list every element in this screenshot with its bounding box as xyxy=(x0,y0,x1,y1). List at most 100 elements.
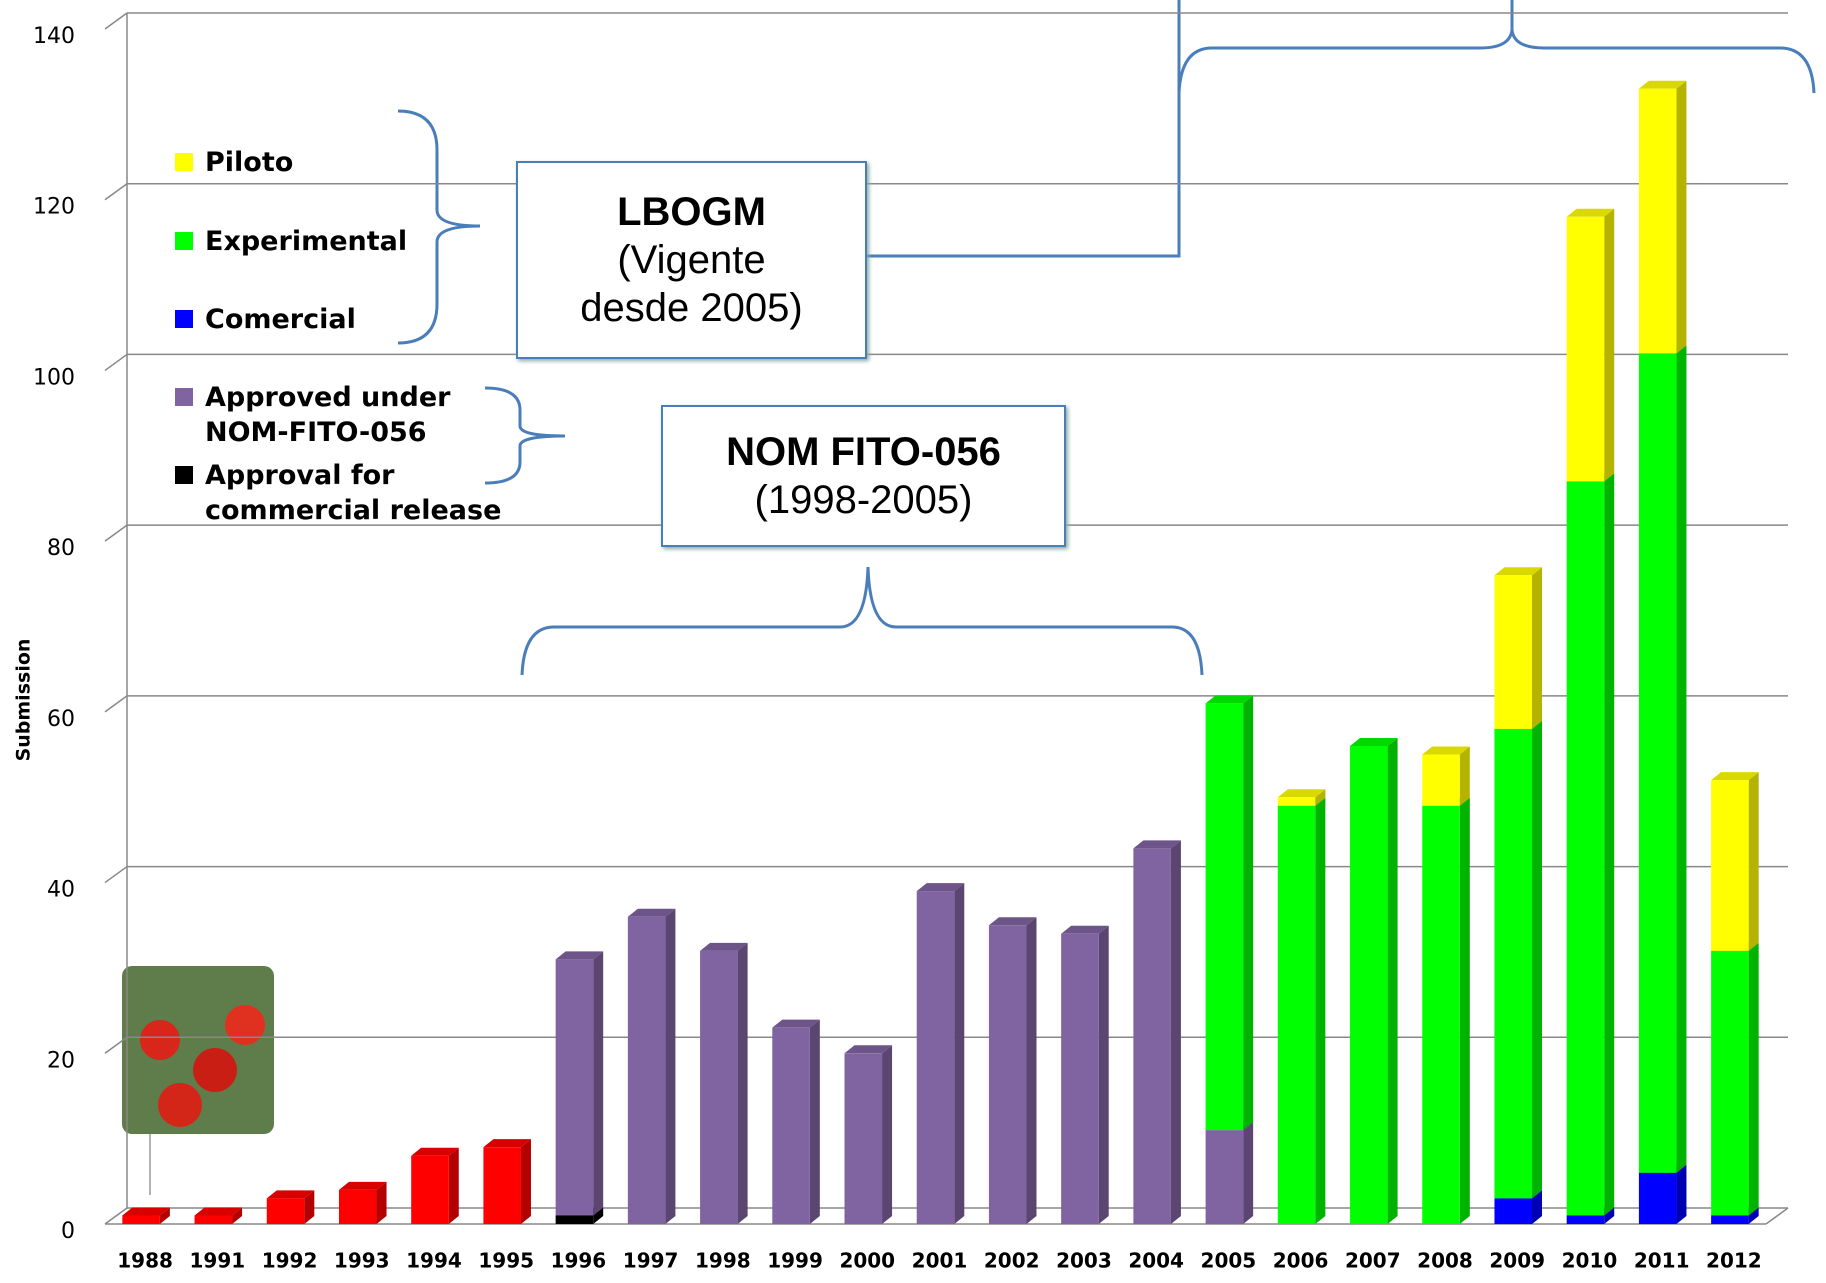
bar-side xyxy=(1460,798,1470,1224)
grid-line-depth xyxy=(105,184,127,200)
bar-side xyxy=(593,951,603,1215)
bar xyxy=(122,1215,160,1224)
bar xyxy=(1494,575,1532,729)
legend-item: Experimental xyxy=(205,224,505,259)
bar-side xyxy=(882,1045,892,1224)
bar-side xyxy=(810,1020,820,1224)
bar xyxy=(1422,806,1460,1224)
bar xyxy=(772,1028,810,1224)
page: Submission 02040608010012014019881991199… xyxy=(0,0,1826,1283)
bar xyxy=(1639,353,1677,1172)
bar xyxy=(556,1215,594,1224)
legend-swatch xyxy=(175,310,193,328)
x-tick-label: 1992 xyxy=(262,1249,318,1273)
bar-side xyxy=(665,909,675,1224)
x-tick-label: 1994 xyxy=(406,1249,462,1273)
bar-side xyxy=(1532,721,1542,1198)
grid-line-depth xyxy=(105,13,127,29)
legend-item: Approval for commercial release xyxy=(205,458,505,528)
bar xyxy=(989,925,1027,1224)
x-tick-label: 1991 xyxy=(189,1249,245,1273)
legend-item: Piloto xyxy=(205,145,505,180)
y-tick-label: 100 xyxy=(33,365,75,390)
x-tick-label: 2010 xyxy=(1562,1249,1618,1273)
x-tick-label: 1993 xyxy=(334,1249,390,1273)
legend-item: Comercial xyxy=(205,302,505,337)
y-tick-label: 0 xyxy=(61,1219,75,1244)
bar-side xyxy=(1749,943,1759,1216)
legend-item: Approved under NOM-FITO-056 xyxy=(205,380,505,450)
connector xyxy=(863,0,1179,256)
bar xyxy=(1278,806,1316,1224)
x-tick-label: 1996 xyxy=(551,1249,607,1273)
bar xyxy=(1350,746,1388,1224)
x-tick-label: 2000 xyxy=(839,1249,895,1273)
bar-side xyxy=(1388,738,1398,1224)
legend-label: Experimental xyxy=(205,224,505,259)
bar xyxy=(1061,934,1099,1224)
bar xyxy=(1711,780,1749,951)
bar xyxy=(1639,1173,1677,1224)
x-tick-label: 2001 xyxy=(912,1249,968,1273)
x-tick-label: 2008 xyxy=(1417,1249,1473,1273)
bar-side xyxy=(1604,209,1614,482)
bar xyxy=(1567,1215,1605,1224)
grid-line-depth xyxy=(105,696,127,712)
bar xyxy=(1494,1198,1532,1224)
annotation-note: (Vigente desde 2005) xyxy=(562,236,822,332)
grid-line-depth xyxy=(105,867,127,883)
legend-swatch xyxy=(175,466,193,484)
legend-label: Comercial xyxy=(205,302,505,337)
legend-label: Approved under NOM-FITO-056 xyxy=(205,380,505,450)
chart: Submission 02040608010012014019881991199… xyxy=(0,0,1826,1283)
bar xyxy=(195,1215,233,1224)
legend-label: Approval for commercial release xyxy=(205,458,505,528)
annotation-title: LBOGM xyxy=(617,188,766,236)
bar-side xyxy=(1604,473,1614,1215)
y-tick-label: 60 xyxy=(47,707,75,732)
legend-swatch xyxy=(175,232,193,250)
bar-side xyxy=(1026,917,1036,1224)
bar xyxy=(1206,703,1244,1130)
annotation-box: LBOGM(Vigente desde 2005) xyxy=(516,161,867,359)
x-tick-label: 1998 xyxy=(695,1249,751,1273)
x-axis-depth xyxy=(1766,1208,1788,1224)
x-tick-label: 2009 xyxy=(1489,1249,1545,1273)
grid-line-depth xyxy=(105,354,127,370)
bar xyxy=(1278,797,1316,806)
x-tick-label: 1997 xyxy=(623,1249,679,1273)
bar-side xyxy=(738,943,748,1224)
bar-side xyxy=(1676,1165,1686,1224)
grid-line-depth xyxy=(105,525,127,541)
bar-side xyxy=(1676,81,1686,354)
y-tick-label: 20 xyxy=(47,1048,75,1073)
bar xyxy=(411,1156,449,1224)
x-tick-label: 2007 xyxy=(1345,1249,1401,1273)
bar-side xyxy=(954,883,964,1224)
bar xyxy=(1711,1215,1749,1224)
legend-swatch xyxy=(175,388,193,406)
bar xyxy=(628,917,666,1224)
bar-side xyxy=(1532,567,1542,729)
tomato-photo xyxy=(122,966,274,1195)
bar xyxy=(1567,217,1605,482)
annotation-note: (1998-2005) xyxy=(674,476,1054,524)
x-tick-label: 1988 xyxy=(117,1249,173,1273)
y-tick-label: 80 xyxy=(47,536,75,561)
y-tick-label: 40 xyxy=(47,878,75,903)
bracket-mid xyxy=(522,567,1202,675)
legend-swatch xyxy=(175,153,193,171)
x-tick-label: 2004 xyxy=(1128,1249,1184,1273)
y-axis-label: Submission xyxy=(13,639,35,762)
bar-side xyxy=(1099,926,1109,1224)
bar xyxy=(483,1147,521,1224)
bracket-top xyxy=(1179,0,1814,93)
x-tick-label: 1995 xyxy=(478,1249,534,1273)
bar-side xyxy=(1749,772,1759,951)
annotation-box: NOM FITO-056(1998-2005) xyxy=(661,405,1066,547)
bar xyxy=(700,951,738,1224)
bar xyxy=(1133,848,1171,1224)
bar-side xyxy=(521,1139,531,1224)
bar xyxy=(339,1190,377,1224)
bar xyxy=(917,891,955,1224)
